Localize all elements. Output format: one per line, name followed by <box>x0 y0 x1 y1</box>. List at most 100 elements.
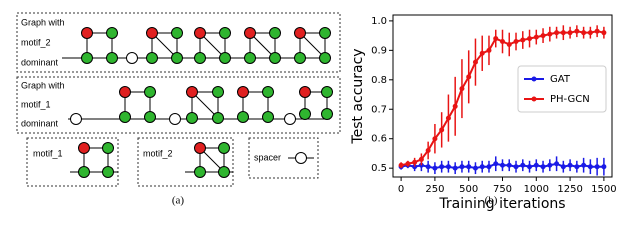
point <box>432 165 438 171</box>
node <box>119 111 131 123</box>
node <box>81 27 93 39</box>
box <box>16 76 341 134</box>
label: Graph with <box>21 17 65 27</box>
node <box>144 111 156 123</box>
node <box>269 27 281 39</box>
node <box>321 86 333 98</box>
edge <box>191 91 219 119</box>
point <box>486 47 492 53</box>
node <box>146 52 158 64</box>
point <box>445 115 451 121</box>
point <box>533 162 539 168</box>
node <box>244 52 256 64</box>
point <box>479 164 485 170</box>
x-tick-label: 1250 <box>557 184 582 195</box>
y-axis-label: Test accuracy <box>350 48 366 144</box>
y-tick-label: 0.7 <box>371 104 387 115</box>
point <box>500 162 505 168</box>
point <box>472 165 478 171</box>
node <box>102 142 114 154</box>
point <box>439 164 445 170</box>
box <box>16 12 341 73</box>
point <box>506 41 512 47</box>
point <box>547 162 553 168</box>
point <box>601 30 607 36</box>
node <box>212 86 224 98</box>
node <box>106 27 118 39</box>
point <box>594 164 600 170</box>
point <box>560 30 566 36</box>
point <box>452 103 458 109</box>
node <box>319 27 331 39</box>
point <box>472 59 478 65</box>
node <box>212 112 224 124</box>
node <box>78 166 90 178</box>
point <box>520 37 526 43</box>
x-axis-label: Training iterations <box>438 196 565 212</box>
point <box>405 161 411 167</box>
point <box>459 86 465 92</box>
node <box>262 111 274 123</box>
node <box>194 27 206 39</box>
point <box>547 31 553 37</box>
point <box>533 34 539 40</box>
x-tick-label: 500 <box>459 184 478 195</box>
point <box>398 162 404 168</box>
point <box>445 164 451 170</box>
x-tick-label: 0 <box>398 184 404 195</box>
caption: (b) <box>485 195 498 207</box>
box <box>248 137 319 179</box>
y-tick-label: 0.9 <box>371 45 387 56</box>
node <box>219 52 231 64</box>
point <box>459 164 465 170</box>
point <box>567 30 573 36</box>
point <box>587 164 593 170</box>
node <box>218 142 230 154</box>
node <box>269 52 281 64</box>
point <box>527 36 533 42</box>
point <box>418 156 424 162</box>
node <box>194 166 206 178</box>
node <box>106 52 118 64</box>
label: motif_2 <box>21 37 51 47</box>
node <box>237 86 249 98</box>
legend-marker <box>531 76 537 82</box>
node <box>299 108 311 120</box>
point <box>500 39 505 45</box>
node <box>186 86 198 98</box>
label: motif_1 <box>33 148 63 158</box>
legend-marker <box>531 96 537 102</box>
point <box>513 39 519 45</box>
point <box>540 33 546 39</box>
point <box>554 161 560 167</box>
node <box>144 86 156 98</box>
x-tick-label: 750 <box>493 184 512 195</box>
point <box>560 164 566 170</box>
point <box>466 164 472 170</box>
y-tick-label: 0.8 <box>371 75 387 86</box>
legend-label: PH-GCN <box>550 94 590 105</box>
legend-label: GAT <box>550 74 571 85</box>
node <box>294 52 306 64</box>
node <box>218 166 230 178</box>
point <box>567 162 573 168</box>
x-tick-label: 1500 <box>591 184 616 195</box>
point <box>452 165 458 171</box>
node <box>186 112 198 124</box>
diagram: Graph with motif_2 dominant Graph with m… <box>16 12 341 207</box>
point <box>479 50 485 56</box>
node <box>78 142 90 154</box>
point <box>412 159 418 165</box>
caption: (a) <box>172 195 185 207</box>
point <box>581 30 587 36</box>
node <box>126 52 138 64</box>
point <box>520 162 526 168</box>
point <box>432 136 438 142</box>
point <box>493 161 499 167</box>
node <box>194 142 206 154</box>
node <box>294 27 306 39</box>
node <box>171 27 183 39</box>
point <box>513 164 519 170</box>
node <box>284 113 296 125</box>
point <box>486 164 492 170</box>
